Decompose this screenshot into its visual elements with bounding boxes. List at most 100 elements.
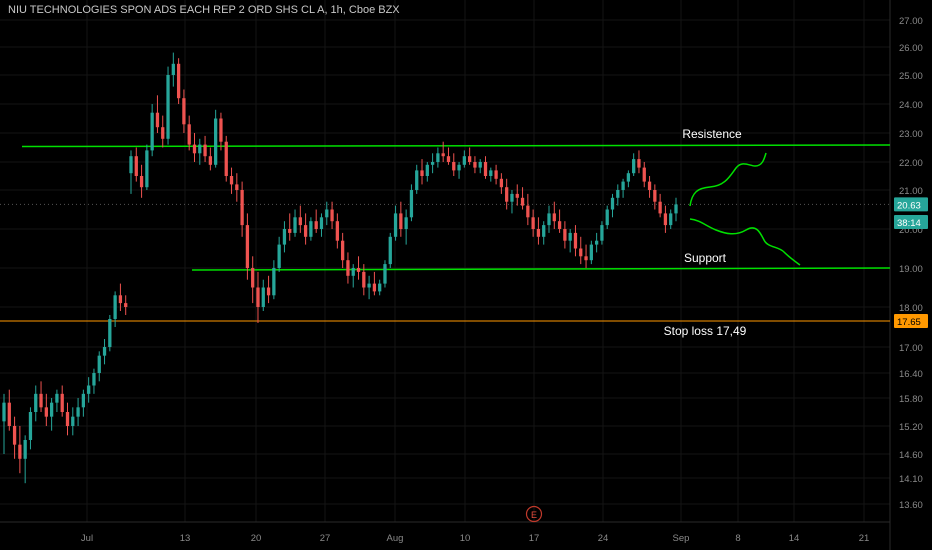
candle <box>208 147 213 171</box>
candle-body <box>473 162 477 168</box>
candle <box>23 435 27 484</box>
candle-body <box>563 229 567 241</box>
candle-body <box>192 144 197 154</box>
candle <box>108 315 112 352</box>
time-tick-label: Sep <box>673 533 690 544</box>
candle <box>224 135 228 182</box>
candle-body <box>108 319 112 347</box>
candle-body <box>489 170 493 176</box>
candle-body <box>256 287 260 307</box>
candle-body <box>372 283 377 292</box>
candle <box>176 58 181 104</box>
time-tick-label: Aug <box>387 533 404 544</box>
price-tick-label: 26.00 <box>899 43 923 54</box>
candle-body <box>229 176 234 185</box>
candle-body <box>277 244 281 268</box>
candle-body <box>388 236 392 265</box>
candle-body <box>674 204 678 214</box>
earnings-marker-layer: E <box>525 505 543 523</box>
candle-body <box>483 162 488 176</box>
price-tick-label: 24.00 <box>899 100 923 111</box>
price-tick-label: 25.00 <box>899 71 923 82</box>
price-badge-box <box>894 197 928 212</box>
candle <box>600 221 604 245</box>
candle-body <box>293 217 297 233</box>
price-tick-label: 15.20 <box>899 422 923 433</box>
time-tick-label: 17 <box>529 533 540 544</box>
price-tick-label: 13.60 <box>899 500 923 511</box>
candle-body <box>467 156 472 162</box>
price-tick-label: 20.00 <box>899 225 923 236</box>
bearish-scenario-curve <box>689 218 801 266</box>
candle-body <box>520 197 525 206</box>
candle-body <box>7 402 11 426</box>
candle <box>616 184 620 206</box>
candle-body <box>39 393 43 408</box>
candle <box>298 205 302 233</box>
candle <box>256 271 260 323</box>
candle <box>335 213 339 249</box>
candle-body <box>245 225 250 268</box>
candle <box>584 244 588 268</box>
candle <box>219 112 223 151</box>
candle-body <box>589 244 593 261</box>
candle <box>134 147 138 182</box>
candle <box>198 138 202 165</box>
price-tick-label: 16.40 <box>899 369 923 380</box>
candle <box>494 164 498 185</box>
candle <box>669 209 673 229</box>
candle <box>542 221 546 245</box>
candle-body <box>600 225 604 241</box>
candle <box>277 236 281 272</box>
candle <box>372 271 377 296</box>
time-tick-label: 20 <box>251 533 262 544</box>
candle <box>351 264 355 288</box>
candle <box>145 144 149 190</box>
candle-body <box>272 268 276 296</box>
candle <box>102 339 107 365</box>
candle <box>87 377 91 403</box>
candle <box>610 193 615 218</box>
candle-body <box>319 217 324 229</box>
candle <box>49 398 54 431</box>
candle-body <box>124 303 128 307</box>
candle <box>499 173 504 194</box>
candle-body <box>325 209 329 218</box>
candle-body <box>76 407 80 417</box>
candle <box>589 240 593 265</box>
candle-body <box>266 287 271 296</box>
candle <box>314 209 318 233</box>
candle <box>113 291 117 327</box>
candle <box>288 213 292 241</box>
candle-body <box>288 229 292 233</box>
candle <box>674 197 678 222</box>
candle <box>182 89 186 133</box>
candle-body <box>176 63 181 99</box>
candle-body <box>430 162 435 165</box>
candle-body <box>584 256 588 261</box>
candle-body <box>87 385 91 394</box>
candle <box>415 164 419 194</box>
time-axis: Jul 13 20 27 Aug 10 17 24 Sep 8 14 21 <box>81 533 869 544</box>
candle-body <box>642 167 646 182</box>
candle-body <box>457 164 461 171</box>
price-badge: 38:14 <box>894 214 928 229</box>
candle <box>388 232 392 268</box>
time-tick-label: Jul <box>81 533 93 544</box>
candle <box>457 162 461 179</box>
candle <box>266 275 271 304</box>
candle <box>155 95 160 133</box>
projection-curves <box>689 152 801 266</box>
time-tick-label: 21 <box>859 533 870 544</box>
candle-body <box>240 190 244 226</box>
candle-body <box>102 347 107 356</box>
candle-body <box>23 440 27 459</box>
candle-body <box>452 162 456 171</box>
candle <box>409 184 414 222</box>
candle-body <box>515 193 519 198</box>
candle-body <box>393 213 398 237</box>
candle-body <box>214 118 218 165</box>
candle-body <box>616 190 620 198</box>
candle-body <box>531 217 535 229</box>
